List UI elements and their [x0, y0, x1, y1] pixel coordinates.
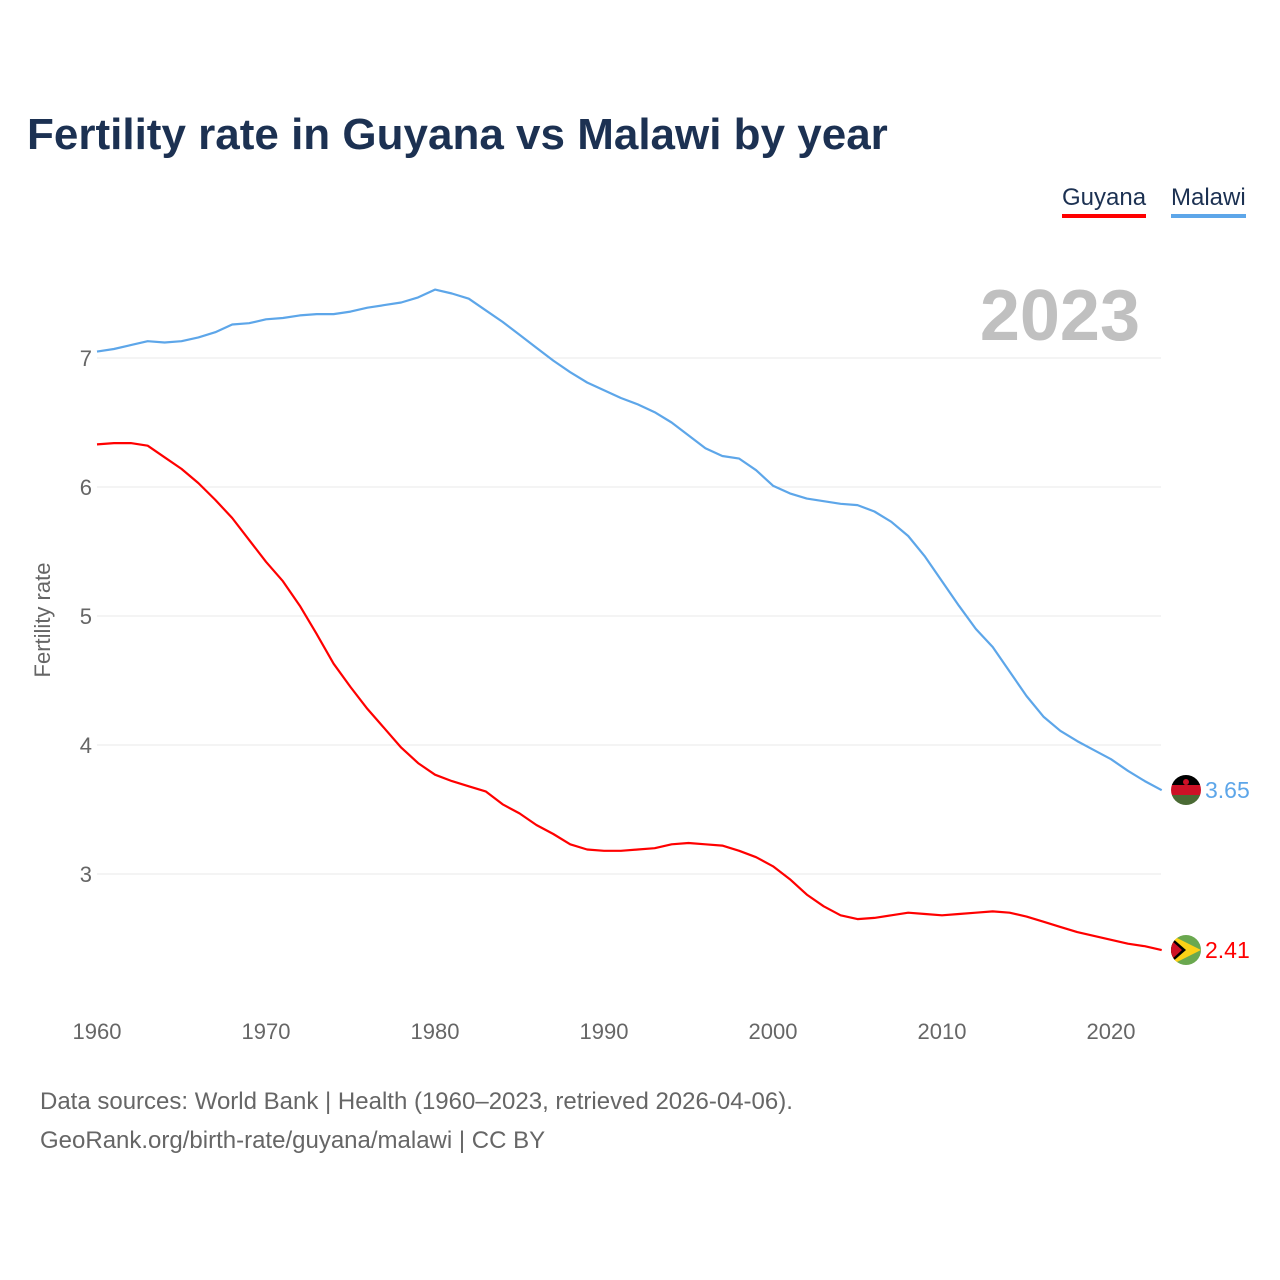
legend-malawi[interactable]: Malawi: [1171, 184, 1246, 218]
guyana-flag: [1171, 935, 1201, 965]
x-tick-label: 1980: [411, 1019, 460, 1044]
y-tick-label: 6: [80, 475, 92, 500]
x-tick-label: 2000: [749, 1019, 798, 1044]
x-tick-label: 2020: [1087, 1019, 1136, 1044]
y-tick-label: 4: [80, 733, 92, 758]
y-tick-label: 7: [80, 346, 92, 371]
x-tick-label: 1970: [242, 1019, 291, 1044]
series-line-malawi: [96, 288, 1163, 792]
footer-link[interactable]: GeoRank.org/birth-rate/guyana/malawi | C…: [40, 1127, 546, 1154]
series-line-guyana: [96, 442, 1162, 952]
x-tick-label: 2010: [918, 1019, 967, 1044]
y-axis-label: Fertility rate: [30, 563, 55, 678]
x-tick-label: 1960: [73, 1019, 122, 1044]
end-value-label-guyana: 2.41: [1205, 937, 1250, 963]
y-tick-label: 3: [80, 862, 92, 887]
legend-guyana[interactable]: Guyana: [1062, 184, 1147, 218]
y-tick-label: 5: [80, 604, 92, 629]
chart-title: Fertility rate in Guyana vs Malawi by ye…: [27, 110, 888, 159]
x-tick-label: 1990: [580, 1019, 629, 1044]
year-watermark: 2023: [980, 276, 1140, 356]
footer-sources: Data sources: World Bank | Health (1960–…: [40, 1088, 793, 1115]
end-value-label-malawi: 3.65: [1205, 777, 1250, 803]
malawi-flag: [1171, 775, 1201, 805]
